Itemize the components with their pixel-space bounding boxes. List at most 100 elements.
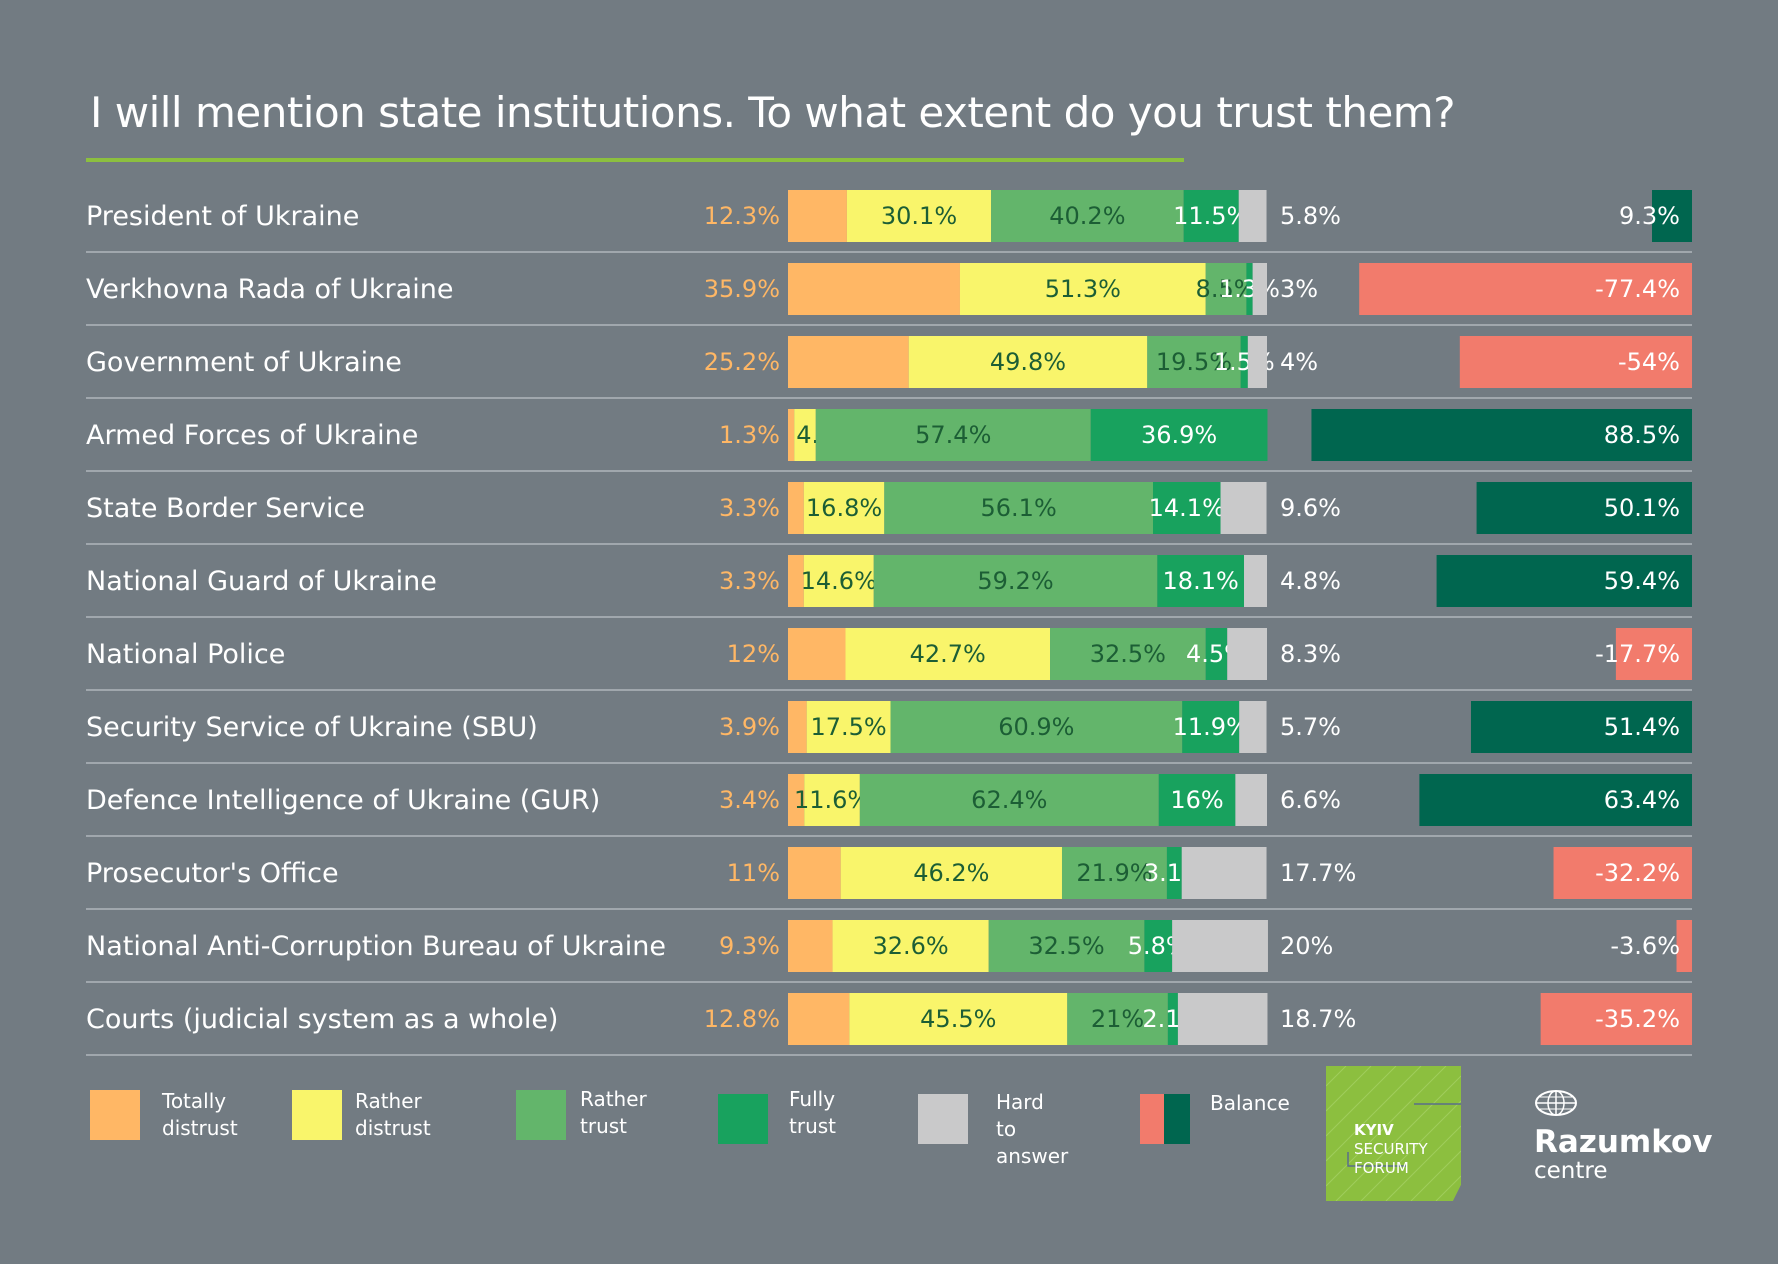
razumkov-subtitle: centre <box>1534 1158 1608 1184</box>
ksf-logo-line2: SECURITY FORUM <box>1354 1140 1428 1177</box>
bar-rather-distrust-prosecutor-s-office <box>840 847 1062 899</box>
bar-totally-distrust-national-police <box>788 628 846 680</box>
value-hard-to-answer-courts-judicial-system-as-a-whole: 18.7% <box>1280 1005 1356 1033</box>
legend-swatch-rather-trust <box>516 1090 566 1140</box>
value-fully-trust-defence-intelligence-of-ukraine-gur: 16% <box>1170 786 1223 814</box>
ksf-logo-text: KYIV SECURITY FORUM <box>1354 1121 1428 1178</box>
bar-hard-to-answer-national-anti-corruption-bureau-of-ukraine <box>1172 920 1268 972</box>
value-rather-trust-prosecutor-s-office: 21.9% <box>1076 859 1152 887</box>
legend-swatch-balance-negative <box>1140 1094 1164 1144</box>
value-rather-distrust-government-of-ukraine: 49.8% <box>990 348 1066 376</box>
balance-value-verkhovna-rada-of-ukraine: -77.4% <box>1595 275 1680 303</box>
bar-fully-trust-national-guard-of-ukraine <box>1157 555 1245 607</box>
value-rather-distrust-president-of-ukraine: 30.1% <box>881 202 957 230</box>
value-totally-distrust-national-anti-corruption-bureau-of-ukraine: 9.3% <box>719 932 780 960</box>
value-rather-trust-courts-judicial-system-as-a-whole: 21% <box>1091 1005 1144 1033</box>
bar-fully-trust-armed-forces-of-ukraine <box>1090 409 1268 461</box>
bar-fully-trust-prosecutor-s-office <box>1166 847 1182 899</box>
value-totally-distrust-state-border-service: 3.3% <box>719 494 780 522</box>
value-rather-distrust-state-border-service: 16.8% <box>806 494 882 522</box>
balance-bar-president-of-ukraine <box>1652 190 1692 242</box>
value-hard-to-answer-state-border-service: 9.6% <box>1280 494 1341 522</box>
bar-rather-distrust-national-anti-corruption-bureau-of-ukraine <box>832 920 989 972</box>
bar-fully-trust-defence-intelligence-of-ukraine-gur <box>1158 774 1236 826</box>
value-hard-to-answer-government-of-ukraine: 4% <box>1280 348 1318 376</box>
value-hard-to-answer-verkhovna-rada-of-ukraine: 3% <box>1280 275 1318 303</box>
balance-bar-armed-forces-of-ukraine <box>1311 409 1692 461</box>
bar-fully-trust-national-police <box>1205 628 1228 680</box>
balance-value-government-of-ukraine: -54% <box>1618 348 1680 376</box>
legend-label-fully-trust: Fully trust <box>789 1087 837 1138</box>
value-hard-to-answer-national-anti-corruption-bureau-of-ukraine: 20% <box>1280 932 1333 960</box>
category-label-president-of-ukraine: President of Ukraine <box>86 201 359 232</box>
ksf-logo-line1: KYIV <box>1354 1121 1394 1139</box>
legend-swatch-balance-positive <box>1164 1094 1190 1144</box>
balance-bar-verkhovna-rada-of-ukraine <box>1359 263 1692 315</box>
balance-value-courts-judicial-system-as-a-whole: -35.2% <box>1595 1005 1680 1033</box>
value-rather-distrust-national-police: 42.7% <box>910 640 986 668</box>
balance-bar-prosecutor-s-office <box>1553 847 1692 899</box>
bar-hard-to-answer-security-service-of-ukraine-sbu <box>1239 701 1267 753</box>
bar-rather-trust-national-anti-corruption-bureau-of-ukraine <box>988 920 1145 972</box>
legend-swatch-fully-trust <box>718 1094 768 1144</box>
bar-fully-trust-president-of-ukraine <box>1183 190 1239 242</box>
legend-swatch-hard-to-answer <box>918 1094 968 1144</box>
bar-totally-distrust-state-border-service <box>788 482 804 534</box>
value-fully-trust-president-of-ukraine: 11.5% <box>1173 202 1249 230</box>
globe-icon <box>1535 1090 1577 1116</box>
category-label-prosecutor-s-office: Prosecutor's Office <box>86 858 339 889</box>
bar-rather-trust-government-of-ukraine <box>1147 336 1241 388</box>
bar-rather-distrust-national-guard-of-ukraine <box>803 555 874 607</box>
value-rather-trust-national-guard-of-ukraine: 59.2% <box>977 567 1053 595</box>
balance-bar-national-anti-corruption-bureau-of-ukraine <box>1676 920 1692 972</box>
bar-totally-distrust-defence-intelligence-of-ukraine-gur <box>788 774 805 826</box>
chart-title: I will mention state institutions. To wh… <box>90 88 1456 137</box>
bar-hard-to-answer-government-of-ukraine <box>1247 336 1267 388</box>
bar-totally-distrust-national-guard-of-ukraine <box>788 555 804 607</box>
category-label-defence-intelligence-of-ukraine-gur: Defence Intelligence of Ukraine (GUR) <box>86 785 600 816</box>
bar-hard-to-answer-national-guard-of-ukraine <box>1244 555 1267 607</box>
value-totally-distrust-prosecutor-s-office: 11% <box>727 859 780 887</box>
kyiv-security-forum-logo: KYIV SECURITY FORUM <box>1326 1066 1461 1201</box>
legend-label-totally-distrust: Totally distrust <box>162 1089 238 1140</box>
bar-rather-distrust-defence-intelligence-of-ukraine-gur <box>804 774 860 826</box>
value-rather-trust-armed-forces-of-ukraine: 57.4% <box>915 421 991 449</box>
bar-fully-trust-government-of-ukraine <box>1240 336 1248 388</box>
balance-bar-government-of-ukraine <box>1459 336 1692 388</box>
category-label-government-of-ukraine: Government of Ukraine <box>86 347 402 378</box>
title-underline <box>86 158 1184 162</box>
value-totally-distrust-president-of-ukraine: 12.3% <box>704 202 780 230</box>
legend-label-rather-trust: Rather trust <box>580 1087 647 1138</box>
category-label-national-police: National Police <box>86 639 285 670</box>
bar-totally-distrust-verkhovna-rada-of-ukraine <box>788 263 960 315</box>
bar-totally-distrust-armed-forces-of-ukraine <box>788 409 795 461</box>
value-rather-trust-president-of-ukraine: 40.2% <box>1049 202 1125 230</box>
balance-bar-courts-judicial-system-as-a-whole <box>1540 993 1692 1045</box>
balance-value-defence-intelligence-of-ukraine-gur: 63.4% <box>1604 786 1680 814</box>
balance-value-president-of-ukraine: 9.3% <box>1619 202 1680 230</box>
bar-fully-trust-national-anti-corruption-bureau-of-ukraine <box>1144 920 1173 972</box>
value-fully-trust-armed-forces-of-ukraine: 36.9% <box>1141 421 1217 449</box>
balance-bar-national-guard-of-ukraine <box>1436 555 1692 607</box>
category-label-armed-forces-of-ukraine: Armed Forces of Ukraine <box>86 420 418 451</box>
bar-fully-trust-verkhovna-rada-of-ukraine <box>1246 263 1253 315</box>
value-fully-trust-national-guard-of-ukraine: 18.1% <box>1163 567 1239 595</box>
value-totally-distrust-defence-intelligence-of-ukraine-gur: 3.4% <box>719 786 780 814</box>
value-totally-distrust-verkhovna-rada-of-ukraine: 35.9% <box>704 275 780 303</box>
bar-rather-distrust-government-of-ukraine <box>908 336 1148 388</box>
razumkov-name: Razumkov <box>1534 1124 1713 1160</box>
value-fully-trust-state-border-service: 14.1% <box>1149 494 1225 522</box>
bar-rather-distrust-president-of-ukraine <box>846 190 992 242</box>
value-totally-distrust-national-police: 12% <box>727 640 780 668</box>
balance-bar-security-service-of-ukraine-sbu <box>1470 701 1692 753</box>
category-label-state-border-service: State Border Service <box>86 493 365 524</box>
category-label-verkhovna-rada-of-ukraine: Verkhovna Rada of Ukraine <box>86 274 453 305</box>
balance-bar-state-border-service <box>1476 482 1692 534</box>
value-totally-distrust-national-guard-of-ukraine: 3.3% <box>719 567 780 595</box>
bar-hard-to-answer-verkhovna-rada-of-ukraine <box>1252 263 1267 315</box>
legend-label-rather-distrust: Rather distrust <box>355 1089 431 1140</box>
legend-swatch-totally-distrust <box>90 1090 140 1140</box>
bar-fully-trust-courts-judicial-system-as-a-whole <box>1167 993 1178 1045</box>
bar-fully-trust-state-border-service <box>1152 482 1221 534</box>
value-rather-trust-national-police: 32.5% <box>1090 640 1166 668</box>
